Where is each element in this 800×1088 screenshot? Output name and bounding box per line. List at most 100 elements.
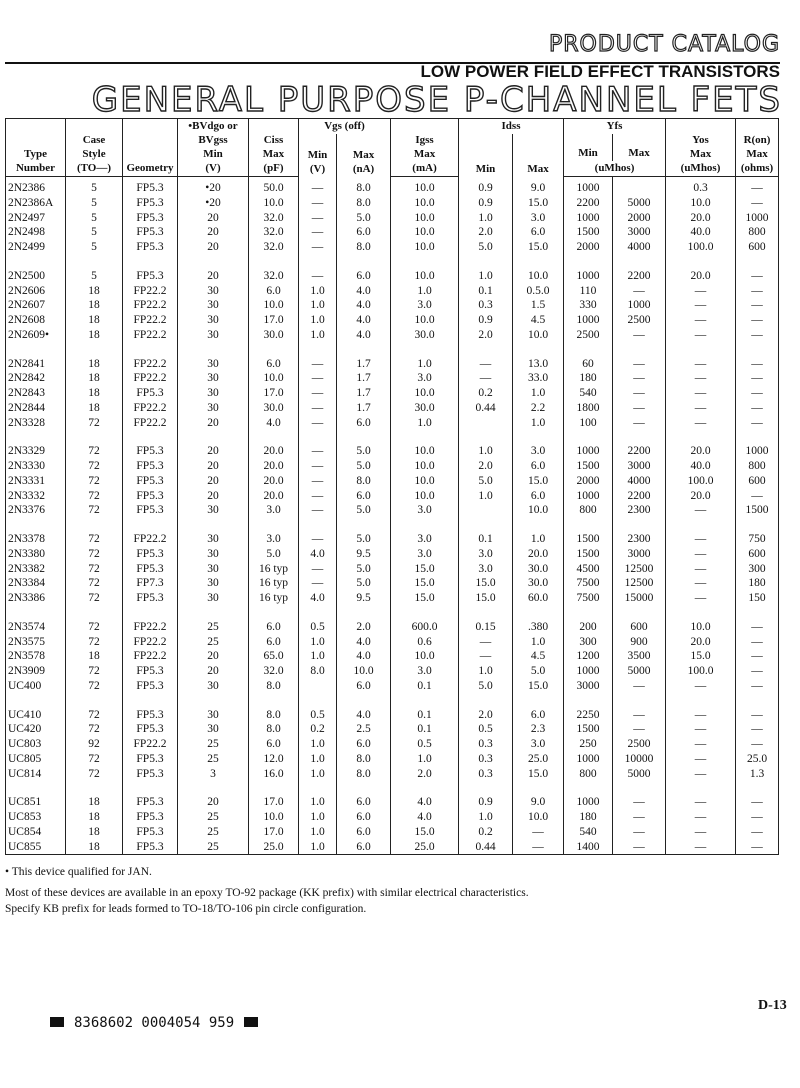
table-row: 2N3332 72 FP5.3 20 20.0—6.0 10.0 1.0 6.0 1000 220…: [5, 487, 780, 503]
table-cell: 25.0: [390, 838, 460, 854]
table-cell: [458, 502, 514, 518]
table-cell: 5: [65, 224, 123, 240]
header-line: Min: [203, 148, 223, 160]
table-cell: 0.3: [458, 765, 514, 781]
table-cell: 180: [563, 809, 614, 824]
table-cell: 12500: [612, 560, 667, 576]
table-cell: 5.0: [335, 458, 392, 473]
table-cell: 30.0: [248, 327, 299, 342]
table-cell: 2200: [563, 195, 614, 210]
table-cell: FP5.3: [122, 838, 178, 854]
table-cell: 2000: [612, 209, 667, 225]
table-cell: 1.3: [735, 765, 780, 781]
table-cell: 4000: [612, 239, 667, 254]
header-line: Yfs: [606, 120, 623, 132]
table-cell: 3.0: [248, 502, 299, 518]
header-line: Vgs (off): [324, 120, 365, 132]
table-row: 2N2498 5 FP5.3 20 32.0—6.0 10.0 2.0 6.0 1500 3000…: [5, 224, 780, 240]
table-cell: 30.0: [512, 560, 565, 576]
table-cell: 180: [735, 575, 780, 591]
table-cell: 8.0: [248, 692, 299, 722]
table-row: 2N3376 72 FP5.3 30 3.0—5.0 3.0 10.0 800 2300—150…: [5, 502, 780, 518]
table-cell: —: [458, 341, 514, 371]
table-cell: 600: [735, 546, 780, 561]
table-cell: [458, 414, 514, 430]
table-cell: 1.5: [512, 297, 565, 313]
table-cell: 25: [177, 736, 249, 751]
table-cell: 2N2498: [5, 224, 66, 240]
table-cell: 4000: [612, 473, 667, 488]
table-cell: 600: [612, 605, 667, 634]
table-cell: 10.0: [390, 385, 460, 400]
table-cell: —: [665, 517, 737, 546]
table-cell: 10.0: [665, 195, 737, 210]
table-cell: —: [665, 385, 737, 400]
table-cell: 0.3: [458, 751, 514, 766]
header-line: •BVdgo or: [188, 120, 238, 132]
table-row: 2N3380 72 FP5.3 30 5.0 4.0 9.5 3.0 3.0 20.0 1500 30…: [5, 546, 780, 561]
table-cell: 15000: [612, 590, 667, 605]
table-cell: —: [735, 633, 780, 649]
table-cell: —: [298, 517, 337, 546]
table-cell: 15.0: [390, 575, 460, 591]
spec-table: Type Number Case Style (TO—) Geometry •BVdgo o…: [5, 118, 780, 855]
table-cell: 20: [177, 224, 249, 240]
table-cell: 4500: [563, 560, 614, 576]
table-cell: FP5.3: [122, 176, 178, 195]
page-number: D-13: [758, 998, 787, 1013]
table-cell: 2N3575: [5, 633, 66, 649]
table-cell: —: [665, 312, 737, 327]
table-cell: 20.0: [665, 254, 737, 283]
table-cell: 2N2499: [5, 239, 66, 254]
table-cell: 5: [65, 195, 123, 210]
table-cell: 3000: [563, 678, 614, 693]
table-cell: 32.0: [248, 254, 299, 283]
table-cell: 4.0: [335, 327, 392, 342]
table-cell: UC814: [5, 765, 66, 781]
table-cell: FP22.2: [122, 341, 178, 371]
table-cell: 1.0: [390, 282, 460, 298]
table-row: 2N3328 72 FP22.2 20 4.0—6.0 1.0 1.0 100— — —: [5, 414, 780, 430]
table-cell: 200: [563, 605, 614, 634]
table-cell: 6.0: [335, 224, 392, 240]
table-cell: FP5.3: [122, 254, 178, 283]
table-cell: 15.0: [458, 575, 514, 591]
table-cell: 2N2841: [5, 341, 66, 371]
table-cell: 2000: [563, 473, 614, 488]
table-cell: 3.0: [512, 736, 565, 751]
table-cell: —: [735, 487, 780, 503]
catalog-label: PRODUCT CATALOG: [548, 31, 780, 57]
column-header: Idss: [458, 118, 565, 134]
table-cell: 0.1: [390, 721, 460, 737]
table-cell: —: [735, 780, 780, 810]
table-cell: —: [735, 809, 780, 824]
table-cell: 5.0: [335, 209, 392, 225]
table-cell: 800: [563, 502, 614, 518]
table-row: 2N2497 5 FP5.3 20 32.0—5.0 10.0 1.0 3.0 1000 2000…: [5, 209, 780, 225]
table-cell: —: [665, 765, 737, 781]
table-cell: 20: [177, 458, 249, 473]
table-row: 2N3574 72 FP22.2 25 6.0 0.5 2.0 600.0 0.15.380 20…: [5, 605, 780, 634]
table-cell: 2N3380: [5, 546, 66, 561]
table-cell: 5000: [612, 663, 667, 678]
table-cell: 330: [563, 297, 614, 313]
table-row: 2N3578 18 FP22.2 20 65.0 1.0 4.0 10.0—4.5 1200 35…: [5, 648, 780, 664]
table-cell: UC420: [5, 721, 66, 737]
table-row: 2N2499 5 FP5.3 20 32.0—8.0 10.0 5.0 15.0 2000 400…: [5, 239, 780, 254]
table-cell: FP5.3: [122, 590, 178, 605]
table-cell: —: [735, 838, 780, 854]
table-cell: 72: [65, 560, 123, 576]
table-cell: 600.0: [390, 605, 460, 634]
table-cell: 1500: [563, 721, 614, 737]
table-cell: 8.0: [248, 678, 299, 693]
table-cell: —: [612, 838, 667, 854]
section-title: LOW POWER FIELD EFFECT TRANSISTORS: [420, 62, 780, 81]
table-cell: 150: [735, 590, 780, 605]
table-cell: 1000: [735, 429, 780, 459]
table-cell: 10.0: [390, 458, 460, 473]
table-cell: 1.0: [458, 254, 514, 283]
table-cell: 25.0: [248, 838, 299, 854]
table-cell: 6.0: [335, 254, 392, 283]
table-cell: 18: [65, 809, 123, 824]
table-cell: 1000: [563, 663, 614, 678]
